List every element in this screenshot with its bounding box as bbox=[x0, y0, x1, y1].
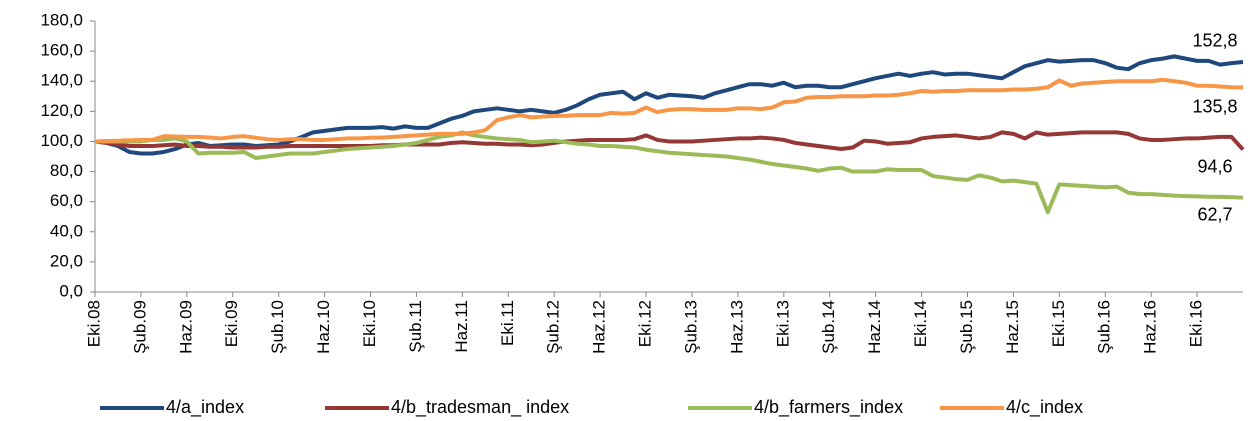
x-tick-label: Eki.12 bbox=[636, 300, 655, 347]
legend-label: 4/c_index bbox=[1006, 397, 1083, 418]
end-label: 152,8 bbox=[1192, 31, 1237, 51]
x-tick-label: Şub.12 bbox=[544, 300, 563, 354]
x-tick-label: Eki.08 bbox=[84, 300, 103, 347]
series-line bbox=[94, 130, 1245, 151]
x-tick-label: Şub.14 bbox=[819, 300, 838, 354]
x-tick-label: Haz.09 bbox=[176, 300, 195, 354]
x-tick-label: Eki.13 bbox=[773, 300, 792, 347]
x-tick-label: Haz.16 bbox=[1141, 300, 1160, 354]
end-label: 135,8 bbox=[1192, 96, 1237, 116]
y-tick-label: 20,0 bbox=[50, 251, 83, 270]
x-tick-label: Şub.15 bbox=[957, 300, 976, 354]
legend-label: 4/b_farmers_index bbox=[754, 397, 903, 418]
x-tick-label: Haz.14 bbox=[865, 300, 884, 354]
x-tick-label: Haz.15 bbox=[1003, 300, 1022, 354]
x-tick-label: Şub.11 bbox=[406, 300, 425, 353]
legend-label: 4/a_index bbox=[166, 397, 244, 418]
x-tick-label: Eki.09 bbox=[222, 300, 241, 347]
y-tick-label: 160,0 bbox=[40, 41, 83, 60]
y-tick-label: 80,0 bbox=[50, 161, 83, 180]
y-tick-label: 40,0 bbox=[50, 221, 83, 240]
series-line bbox=[94, 54, 1244, 156]
x-tick-label: Şub.16 bbox=[1095, 300, 1114, 354]
x-tick-label: Şub.13 bbox=[681, 300, 700, 354]
x-tick-label: Haz.10 bbox=[314, 300, 333, 354]
y-tick-label: 140,0 bbox=[40, 71, 83, 90]
x-tick-label: Eki.10 bbox=[360, 300, 379, 347]
y-tick-label: 180,0 bbox=[40, 10, 83, 29]
x-tick-label: Haz.12 bbox=[590, 300, 609, 354]
end-label: 94,6 bbox=[1197, 156, 1232, 176]
x-tick-label: Haz.13 bbox=[727, 300, 746, 354]
x-tick-label: Şub.09 bbox=[130, 300, 149, 354]
x-tick-label: Eki.16 bbox=[1187, 300, 1206, 347]
y-tick-label: 120,0 bbox=[40, 101, 83, 120]
y-tick-label: 0,0 bbox=[59, 281, 83, 300]
end-label: 62,7 bbox=[1197, 204, 1232, 224]
x-tick-label: Eki.15 bbox=[1049, 300, 1068, 347]
y-tick-label: 100,0 bbox=[40, 131, 83, 150]
series-line bbox=[94, 77, 1244, 144]
y-tick-label: 60,0 bbox=[50, 191, 83, 210]
x-tick-label: Eki.11 bbox=[498, 300, 517, 346]
series-line bbox=[95, 130, 1244, 215]
legend-label: 4/b_tradesman_ index bbox=[391, 397, 569, 418]
x-tick-label: Şub.10 bbox=[268, 300, 287, 354]
x-tick-label: Eki.14 bbox=[911, 300, 930, 347]
x-tick-label: Haz.11 bbox=[452, 300, 471, 353]
